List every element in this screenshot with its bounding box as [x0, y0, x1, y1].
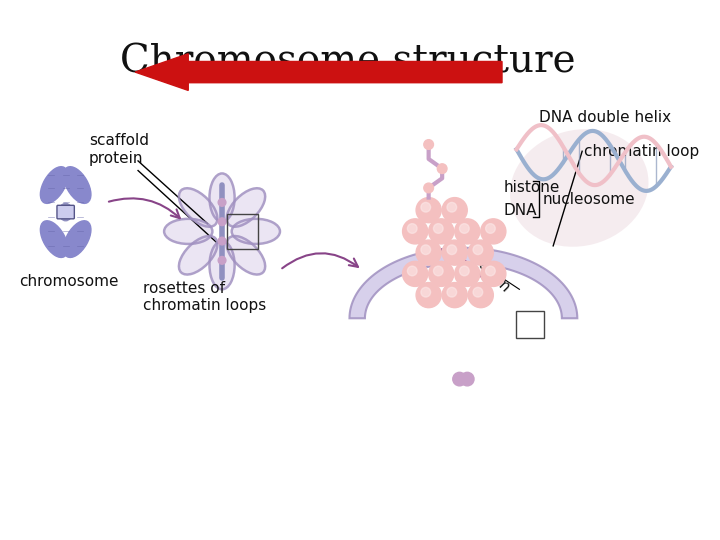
Circle shape	[428, 261, 454, 286]
Circle shape	[447, 287, 456, 297]
Circle shape	[421, 287, 431, 297]
Circle shape	[433, 224, 443, 233]
Text: chromosome: chromosome	[19, 274, 119, 289]
Circle shape	[459, 266, 469, 276]
Ellipse shape	[59, 204, 73, 221]
Circle shape	[428, 219, 454, 244]
Circle shape	[447, 202, 456, 212]
Text: 30 nm: 30 nm	[468, 249, 513, 294]
Ellipse shape	[180, 189, 217, 226]
Circle shape	[218, 199, 226, 206]
Circle shape	[447, 245, 456, 254]
Circle shape	[421, 202, 431, 212]
Text: chromatin loop: chromatin loop	[584, 144, 699, 159]
Text: rosettes of
chromatin loops: rosettes of chromatin loops	[143, 281, 266, 313]
Text: DNA: DNA	[504, 202, 537, 218]
Circle shape	[481, 261, 506, 286]
Circle shape	[473, 245, 482, 254]
Ellipse shape	[165, 220, 212, 243]
Circle shape	[402, 261, 428, 286]
Circle shape	[218, 218, 226, 226]
Circle shape	[481, 219, 506, 244]
Ellipse shape	[63, 167, 91, 204]
Circle shape	[416, 198, 441, 222]
Ellipse shape	[233, 220, 279, 243]
Ellipse shape	[40, 221, 68, 258]
Circle shape	[461, 373, 474, 386]
Circle shape	[442, 240, 467, 265]
Circle shape	[218, 256, 226, 264]
Circle shape	[408, 224, 417, 233]
Ellipse shape	[228, 189, 264, 226]
Text: DNA double helix: DNA double helix	[539, 110, 671, 125]
Circle shape	[455, 261, 480, 286]
Text: scaffold
protein: scaffold protein	[89, 133, 149, 166]
Ellipse shape	[210, 242, 233, 288]
FancyArrow shape	[135, 54, 502, 90]
Circle shape	[485, 266, 495, 276]
FancyBboxPatch shape	[57, 205, 74, 219]
Circle shape	[421, 245, 431, 254]
Polygon shape	[349, 248, 577, 318]
Circle shape	[468, 282, 493, 308]
Ellipse shape	[40, 167, 68, 204]
Circle shape	[442, 282, 467, 308]
Circle shape	[437, 164, 447, 173]
Circle shape	[408, 266, 417, 276]
Ellipse shape	[228, 237, 264, 274]
Circle shape	[218, 237, 226, 245]
Circle shape	[424, 140, 433, 150]
Circle shape	[473, 287, 482, 297]
Circle shape	[424, 183, 433, 193]
Ellipse shape	[180, 237, 217, 274]
Text: Chromosome structure: Chromosome structure	[120, 43, 575, 80]
Circle shape	[459, 224, 469, 233]
Circle shape	[416, 282, 441, 308]
Circle shape	[442, 198, 467, 222]
Ellipse shape	[63, 221, 91, 258]
Text: histone: histone	[504, 180, 560, 195]
Circle shape	[485, 224, 495, 233]
Circle shape	[453, 373, 467, 386]
Ellipse shape	[210, 174, 233, 221]
Circle shape	[433, 266, 443, 276]
Circle shape	[468, 240, 493, 265]
Circle shape	[402, 219, 428, 244]
Circle shape	[416, 240, 441, 265]
Text: nucleosome: nucleosome	[543, 192, 635, 207]
Circle shape	[455, 219, 480, 244]
Ellipse shape	[510, 129, 649, 247]
